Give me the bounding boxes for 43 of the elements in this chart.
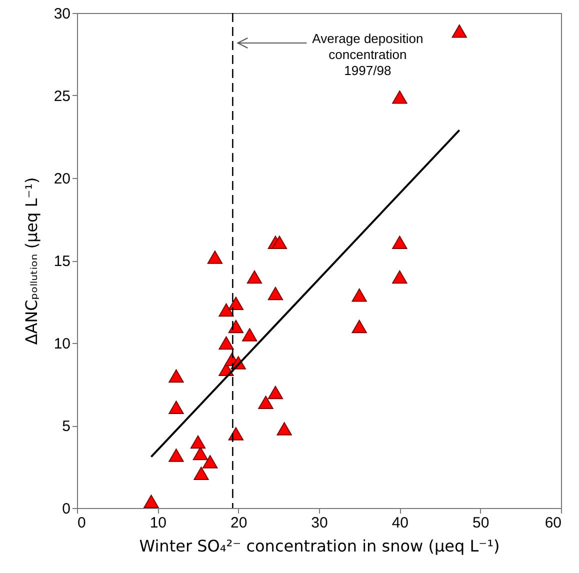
point [268,286,284,300]
x-tick-label: 10 [150,514,167,532]
point [352,320,367,334]
x-tick-label: 40 [392,514,409,532]
point [276,422,292,436]
point [246,270,262,284]
point [258,396,274,410]
point [168,448,184,462]
y-tick-label: 5 [62,418,70,435]
point [268,386,284,400]
point [190,435,206,449]
point [192,446,208,460]
point [452,24,467,38]
point [207,250,223,264]
point [228,320,244,334]
x-tick-label: 20 [230,514,248,532]
point [392,270,408,284]
point [228,296,244,310]
ref-line-label: Average deposition concentration 1997/98 [312,31,424,78]
x-tick-label: 30 [311,514,328,532]
point [144,494,159,508]
y-tick-label: 20 [54,170,70,188]
point [242,328,258,342]
y-tick-label: 25 [54,88,70,105]
point [352,288,367,302]
y-tick-label: 10 [54,336,70,352]
point [272,236,288,249]
point [168,400,184,414]
x-tick-label: 0 [78,514,86,532]
point [392,236,408,249]
point [168,369,184,383]
y-tick-label: 0 [62,500,70,518]
x-tick-label: 50 [472,514,490,532]
y-tick-label: 30 [54,6,70,22]
point [218,303,234,317]
y-axis-title: ΔANCₚₒₗₗᵤₜᵢₒₙ (μeq L⁻¹) [22,177,41,345]
x-tick-label: 60 [544,514,562,532]
point [218,336,234,350]
y-tick-label: 15 [54,253,70,270]
x-axis-title: Winter SO₄²⁻ concentration in snow (μeq L⁻¹) [139,536,500,556]
point [392,90,408,104]
point [202,455,218,468]
point [194,466,209,480]
